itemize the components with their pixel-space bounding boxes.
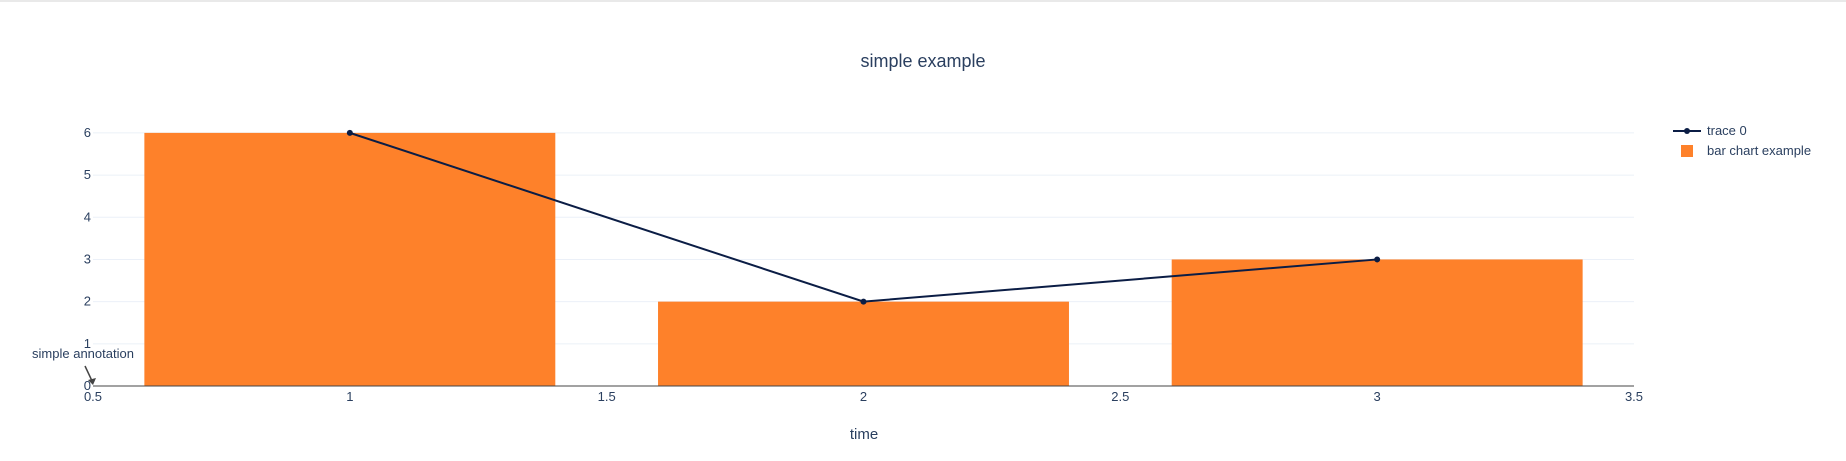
annotation-arrowhead — [88, 378, 96, 385]
x-tick-label: 2 — [860, 389, 867, 404]
y-tick-label: 1 — [84, 336, 91, 351]
legend-label-bar: bar chart example — [1707, 143, 1811, 158]
bar — [1171, 259, 1583, 386]
x-tick-label: 2.5 — [1111, 389, 1129, 404]
x-tick-label: 1.5 — [598, 389, 616, 404]
legend-label-trace: trace 0 — [1707, 123, 1747, 138]
x-tick-label: 3.5 — [1625, 389, 1643, 404]
legend[interactable]: trace 0 bar chart example — [1673, 123, 1811, 158]
data-point — [1374, 256, 1381, 263]
x-tick-label: 0.5 — [84, 389, 102, 404]
y-tick-label: 0 — [84, 378, 91, 393]
x-tick-label: 1 — [346, 389, 353, 404]
bar — [658, 301, 1069, 386]
data-point — [860, 298, 867, 305]
x-axis-title: time — [850, 426, 878, 443]
y-tick-label: 6 — [84, 125, 91, 140]
y-tick-label: 2 — [84, 294, 91, 309]
x-tick-label: 3 — [1374, 389, 1381, 404]
chart-title: simple example — [860, 51, 985, 71]
annotations: simple annotation — [32, 346, 134, 385]
data-point — [346, 129, 353, 136]
legend-marker — [1684, 128, 1690, 134]
y-tick-label: 5 — [84, 167, 91, 182]
legend-bar-swatch — [1681, 145, 1693, 157]
top-divider — [0, 0, 1846, 2]
y-tick-label: 3 — [84, 251, 91, 266]
line-series — [346, 129, 1381, 305]
axes: 0 1 2 3 4 5 6 0.5 1 1.5 2 2.5 3 3.5 — [84, 125, 1643, 404]
y-tick-label: 4 — [84, 209, 91, 224]
annotation-label: simple annotation — [32, 346, 134, 361]
bar — [144, 132, 556, 386]
bar-series — [144, 132, 1583, 386]
